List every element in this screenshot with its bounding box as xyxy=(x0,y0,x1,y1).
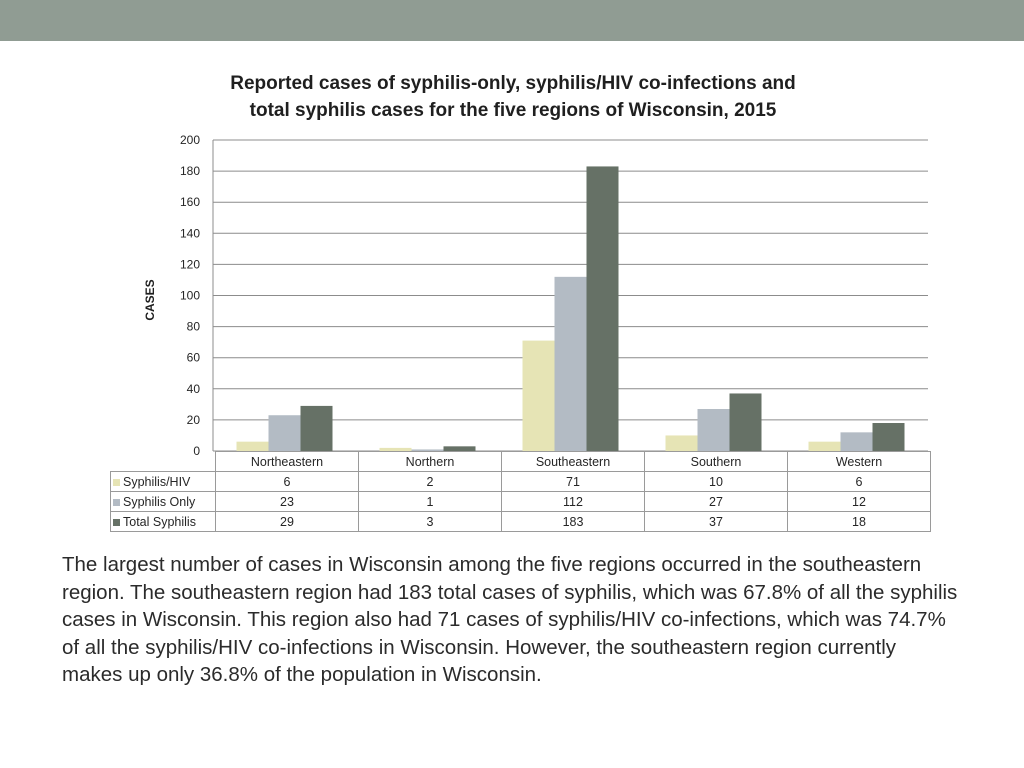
data-label: 18 xyxy=(787,511,931,532)
data-label: 3 xyxy=(358,511,502,532)
bar-syphilis-only-northeastern xyxy=(268,415,301,451)
data-label: 2 xyxy=(358,471,502,492)
bar-syphilis-hiv-southeastern xyxy=(522,340,555,451)
data-label: 1 xyxy=(358,491,502,512)
chart-data-table: Northeastern Northern Southeastern Southern… xyxy=(110,451,931,532)
bar-total-syphilis-southern xyxy=(729,393,762,451)
y-tick-label: 200 xyxy=(180,133,200,147)
bar-syphilis-only-northern xyxy=(411,449,444,451)
category-label: Southern xyxy=(644,451,788,472)
category-label: Southeastern xyxy=(501,451,645,472)
data-label: 112 xyxy=(501,491,645,512)
category-label: Northern xyxy=(358,451,502,472)
data-label: 29 xyxy=(215,511,359,532)
bar-chart: 0 20 40 60 80 100 120 140 160 180 200 xyxy=(180,133,928,458)
y-tick-label: 60 xyxy=(187,351,201,365)
bar-total-syphilis-northeastern xyxy=(300,405,333,451)
bar-total-syphilis-southeastern xyxy=(586,166,619,451)
series-name: Total Syphilis xyxy=(123,514,196,529)
table-corner xyxy=(111,452,216,472)
y-tick-label: 80 xyxy=(187,320,201,334)
y-tick-label: 160 xyxy=(180,195,200,209)
chart-title-line-1: Reported cases of syphilis-only, syphili… xyxy=(230,73,796,94)
legend-swatch xyxy=(113,498,120,506)
y-tick-label: 140 xyxy=(180,226,200,240)
table-row: Syphilis Only 23 1 112 27 12 xyxy=(110,491,931,512)
bar-total-syphilis-western xyxy=(872,423,905,451)
y-tick-label: 120 xyxy=(180,257,200,271)
data-label: 12 xyxy=(787,491,931,512)
data-label: 6 xyxy=(215,471,359,492)
bar-syphilis-hiv-northeastern xyxy=(236,441,269,451)
chart-title-line-2: total syphilis cases for the five region… xyxy=(249,100,777,121)
legend-entry: Total Syphilis xyxy=(110,511,216,532)
bar-total-syphilis-northern xyxy=(443,446,476,451)
table-row: Syphilis/HIV 6 2 71 10 6 xyxy=(110,471,931,492)
header-bar xyxy=(0,0,1024,41)
data-label: 183 xyxy=(501,511,645,532)
data-label: 10 xyxy=(644,471,788,492)
series-name: Syphilis Only xyxy=(123,494,196,509)
table-row: Total Syphilis 29 3 183 37 18 xyxy=(110,511,931,532)
bar-syphilis-hiv-southern xyxy=(665,435,698,451)
bar-syphilis-only-southern xyxy=(697,409,730,451)
data-label: 37 xyxy=(644,511,788,532)
legend-swatch xyxy=(113,478,120,486)
series-name: Syphilis/HIV xyxy=(123,474,191,489)
y-tick-label: 20 xyxy=(187,413,201,427)
y-tick-label: 100 xyxy=(180,289,200,303)
chart-title: Reported cases of syphilis-only, syphili… xyxy=(120,70,906,124)
data-label: 23 xyxy=(215,491,359,512)
bar-syphilis-only-southeastern xyxy=(554,276,587,451)
summary-paragraph: The largest number of cases in Wisconsin… xyxy=(62,553,958,686)
bar-syphilis-only-western xyxy=(840,432,873,451)
legend-entry: Syphilis/HIV xyxy=(110,471,216,492)
y-tick-label: 40 xyxy=(187,382,201,396)
bar-syphilis-hiv-western xyxy=(808,441,841,451)
legend-entry: Syphilis Only xyxy=(110,491,216,512)
bar-syphilis-hiv-northern xyxy=(379,447,412,451)
data-label: 6 xyxy=(787,471,931,492)
category-label: Northeastern xyxy=(215,451,359,472)
y-tick-label: 0 xyxy=(193,444,200,458)
category-label: Western xyxy=(787,451,931,472)
data-label: 71 xyxy=(501,471,645,492)
y-tick-label: 180 xyxy=(180,164,200,178)
legend-swatch xyxy=(113,518,120,526)
data-label: 27 xyxy=(644,491,788,512)
